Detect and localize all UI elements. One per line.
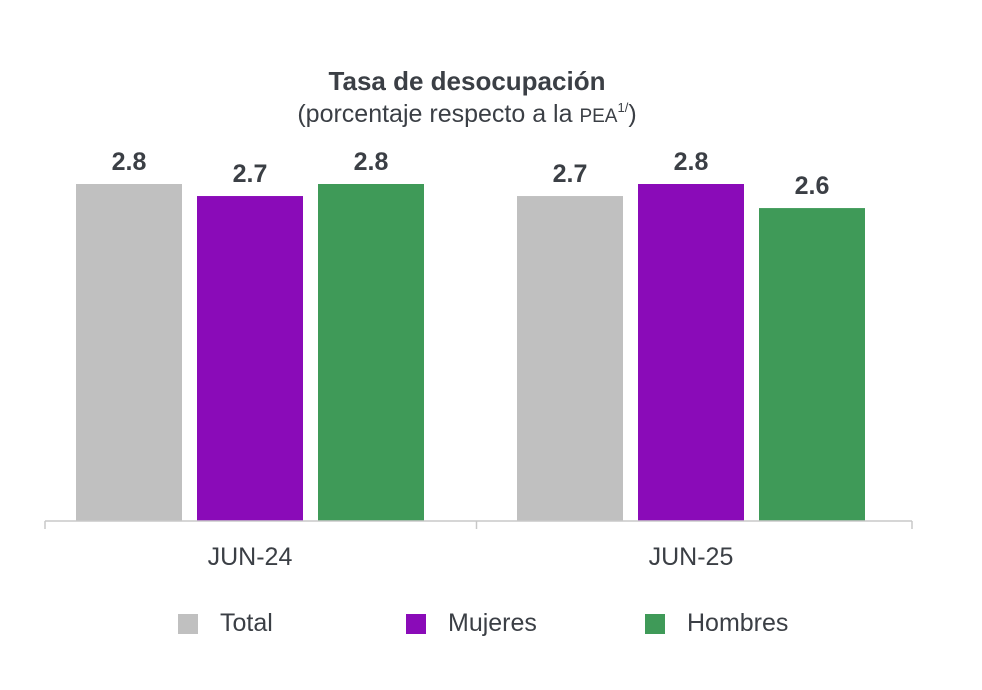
data-label: 2.8 — [112, 148, 147, 176]
chart-subtitle: (porcentaje respecto a la PEA1/) — [0, 100, 934, 129]
legend-label-total: Total — [220, 609, 273, 637]
subtitle-footnote-mark: 1/ — [617, 100, 629, 115]
bar-hombres-jun-24 — [318, 184, 424, 521]
data-label: 2.7 — [553, 160, 588, 188]
legend-swatch-total — [178, 614, 198, 634]
legend-swatch-mujeres — [406, 614, 426, 634]
bar-mujeres-jun-25 — [638, 184, 744, 521]
bar-total-jun-24 — [76, 184, 182, 521]
subtitle-prefix: (porcentaje respecto a la — [297, 100, 580, 128]
legend-swatch-hombres — [645, 614, 665, 634]
bar-mujeres-jun-24 — [197, 196, 303, 522]
chart-title: Tasa de desocupación — [328, 66, 606, 96]
data-label: 2.7 — [233, 160, 268, 188]
legend-label-mujeres: Mujeres — [448, 609, 537, 637]
subtitle-abbr: PEA — [579, 106, 618, 127]
x-tick-label: JUN-24 — [208, 543, 293, 571]
data-label: 2.8 — [674, 148, 709, 176]
data-label: 2.8 — [354, 148, 389, 176]
legend-label-hombres: Hombres — [687, 609, 788, 637]
bar-total-jun-25 — [517, 196, 623, 522]
data-label: 2.6 — [795, 172, 830, 200]
bar-hombres-jun-25 — [759, 208, 865, 522]
subtitle-suffix: ) — [628, 100, 637, 128]
x-tick-label: JUN-25 — [649, 543, 734, 571]
